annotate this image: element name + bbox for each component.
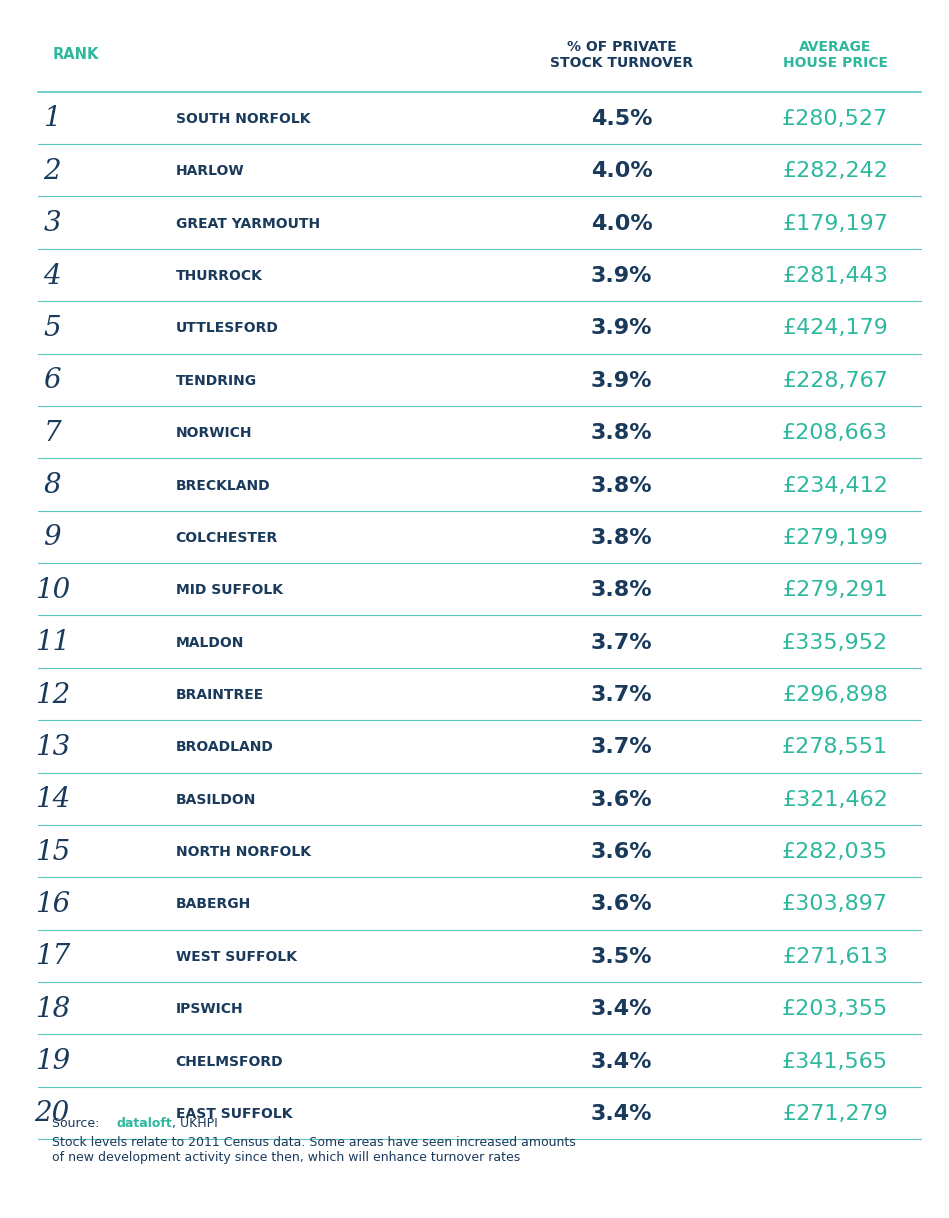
Text: 7: 7 [44,420,61,447]
Text: 15: 15 [34,839,70,866]
Text: 4: 4 [44,263,61,290]
Text: 3.8%: 3.8% [591,527,652,548]
Text: 2: 2 [44,158,61,185]
Text: 3.6%: 3.6% [591,894,652,915]
Text: MID SUFFOLK: MID SUFFOLK [176,583,283,597]
Text: BROADLAND: BROADLAND [176,741,273,754]
Text: , UKHPI: , UKHPI [172,1117,217,1130]
Text: 17: 17 [34,944,70,971]
Text: Source:: Source: [52,1117,103,1130]
Text: £281,443: £281,443 [782,266,888,286]
Text: 3.9%: 3.9% [591,370,652,391]
Text: 11: 11 [34,630,70,657]
Text: COLCHESTER: COLCHESTER [176,531,278,544]
Text: £296,898: £296,898 [782,685,888,705]
Text: 3.6%: 3.6% [591,789,652,810]
Text: IPSWICH: IPSWICH [176,1002,243,1016]
Text: £424,179: £424,179 [782,318,888,339]
Text: Stock levels relate to 2011 Census data. Some areas have seen increased amounts
: Stock levels relate to 2011 Census data.… [52,1136,576,1164]
Text: TENDRING: TENDRING [176,374,256,387]
Text: 3.4%: 3.4% [591,1104,652,1124]
Text: WEST SUFFOLK: WEST SUFFOLK [176,950,297,963]
Text: £321,462: £321,462 [782,789,888,810]
Text: 12: 12 [34,682,70,709]
Text: NORTH NORFOLK: NORTH NORFOLK [176,845,310,859]
Text: 10: 10 [34,577,70,604]
Text: £208,663: £208,663 [782,423,888,443]
Text: GREAT YARMOUTH: GREAT YARMOUTH [176,217,320,230]
Text: £203,355: £203,355 [782,999,888,1019]
Text: 3.4%: 3.4% [591,1051,652,1072]
Text: 3.8%: 3.8% [591,423,652,443]
Text: BRAINTREE: BRAINTREE [176,688,264,702]
Text: £303,897: £303,897 [782,894,888,915]
Text: £234,412: £234,412 [782,475,888,496]
Text: THURROCK: THURROCK [176,269,263,283]
Text: 4.0%: 4.0% [590,213,653,234]
Text: £228,767: £228,767 [782,370,888,391]
Text: 6: 6 [44,368,61,395]
Text: 13: 13 [34,734,70,761]
Text: 3.6%: 3.6% [591,842,652,862]
Text: MALDON: MALDON [176,636,244,649]
Text: 1: 1 [44,106,61,133]
Text: 3: 3 [44,211,61,238]
Text: HARLOW: HARLOW [176,164,244,178]
Text: 20: 20 [34,1101,70,1128]
Text: 3.9%: 3.9% [591,318,652,339]
Text: £280,527: £280,527 [782,108,888,129]
Text: £282,035: £282,035 [782,842,888,862]
Text: 3.5%: 3.5% [591,946,652,967]
Text: 8: 8 [44,473,61,499]
Text: £271,279: £271,279 [782,1104,888,1124]
Text: £282,242: £282,242 [782,161,888,181]
Text: 4.0%: 4.0% [590,161,653,181]
Text: 18: 18 [34,996,70,1023]
Text: 3.4%: 3.4% [591,999,652,1019]
Text: £341,565: £341,565 [782,1051,888,1072]
Text: 3.8%: 3.8% [591,475,652,496]
Text: SOUTH NORFOLK: SOUTH NORFOLK [176,112,310,125]
Text: £278,551: £278,551 [782,737,888,758]
Text: £335,952: £335,952 [782,632,888,653]
Text: £279,199: £279,199 [782,527,888,548]
Text: 16: 16 [34,892,70,918]
Text: 3.8%: 3.8% [591,580,652,600]
Text: AVERAGE
HOUSE PRICE: AVERAGE HOUSE PRICE [783,40,887,69]
Text: 4.5%: 4.5% [591,108,652,129]
Text: £179,197: £179,197 [782,213,888,234]
Text: 9: 9 [44,525,61,552]
Text: % OF PRIVATE
STOCK TURNOVER: % OF PRIVATE STOCK TURNOVER [550,40,693,69]
Text: RANK: RANK [52,48,99,62]
Text: EAST SUFFOLK: EAST SUFFOLK [176,1107,292,1121]
Text: £279,291: £279,291 [782,580,888,600]
Text: 3.9%: 3.9% [591,266,652,286]
Text: 5: 5 [44,315,61,342]
Text: 3.7%: 3.7% [591,632,652,653]
Text: 19: 19 [34,1049,70,1075]
Text: 3.7%: 3.7% [591,685,652,705]
Text: BRECKLAND: BRECKLAND [176,479,270,492]
Text: dataloft: dataloft [117,1117,173,1130]
Text: UTTLESFORD: UTTLESFORD [176,322,278,335]
Text: £271,613: £271,613 [782,946,888,967]
Text: BABERGH: BABERGH [176,898,251,911]
Text: 3.7%: 3.7% [591,737,652,758]
Text: NORWICH: NORWICH [176,426,252,440]
Text: CHELMSFORD: CHELMSFORD [176,1055,283,1068]
Text: 14: 14 [34,787,70,814]
Text: BASILDON: BASILDON [176,793,256,806]
